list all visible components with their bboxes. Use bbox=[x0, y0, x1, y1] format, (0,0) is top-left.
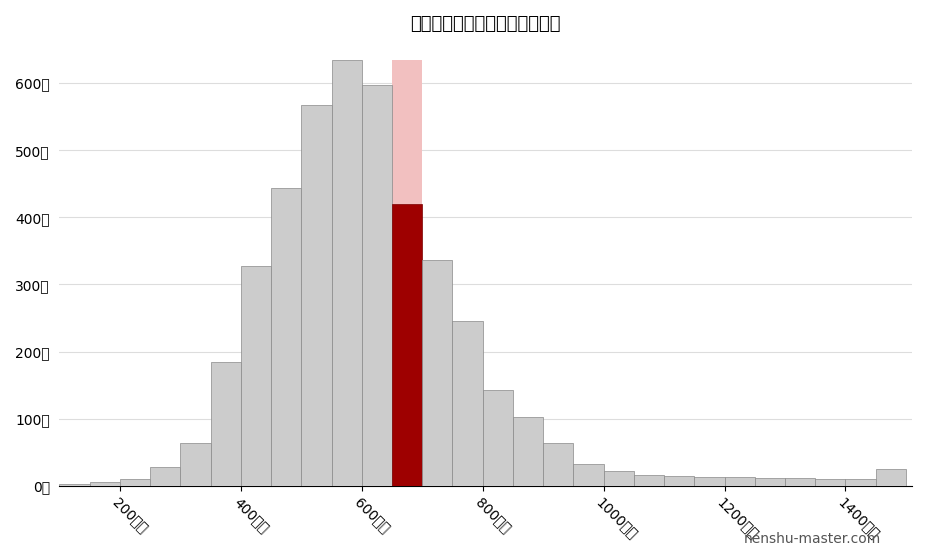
Bar bbox=[694, 477, 725, 486]
Bar bbox=[90, 482, 120, 486]
Bar bbox=[452, 321, 483, 486]
Bar bbox=[603, 471, 634, 486]
Bar bbox=[755, 478, 785, 486]
Bar bbox=[423, 260, 452, 486]
Bar bbox=[271, 188, 301, 486]
Bar bbox=[815, 479, 845, 486]
Bar bbox=[785, 478, 815, 486]
Bar bbox=[845, 479, 876, 486]
Bar bbox=[392, 204, 423, 486]
Bar bbox=[392, 60, 423, 486]
Bar bbox=[210, 361, 241, 486]
Bar bbox=[876, 469, 906, 486]
Bar bbox=[574, 463, 603, 486]
Bar bbox=[513, 417, 543, 486]
Bar bbox=[241, 266, 271, 486]
Bar bbox=[301, 105, 332, 486]
Bar bbox=[332, 60, 362, 486]
Bar bbox=[362, 85, 392, 486]
Bar bbox=[150, 467, 181, 486]
Title: ゆうちょ銀行の年収ポジション: ゆうちょ銀行の年収ポジション bbox=[411, 15, 561, 33]
Bar bbox=[59, 485, 90, 486]
Bar bbox=[543, 443, 574, 486]
Bar bbox=[725, 477, 755, 486]
Bar bbox=[483, 390, 513, 486]
Bar bbox=[120, 479, 150, 486]
Bar bbox=[181, 443, 210, 486]
Text: nenshu-master.com: nenshu-master.com bbox=[743, 532, 881, 546]
Bar bbox=[664, 476, 694, 486]
Bar bbox=[634, 475, 664, 486]
